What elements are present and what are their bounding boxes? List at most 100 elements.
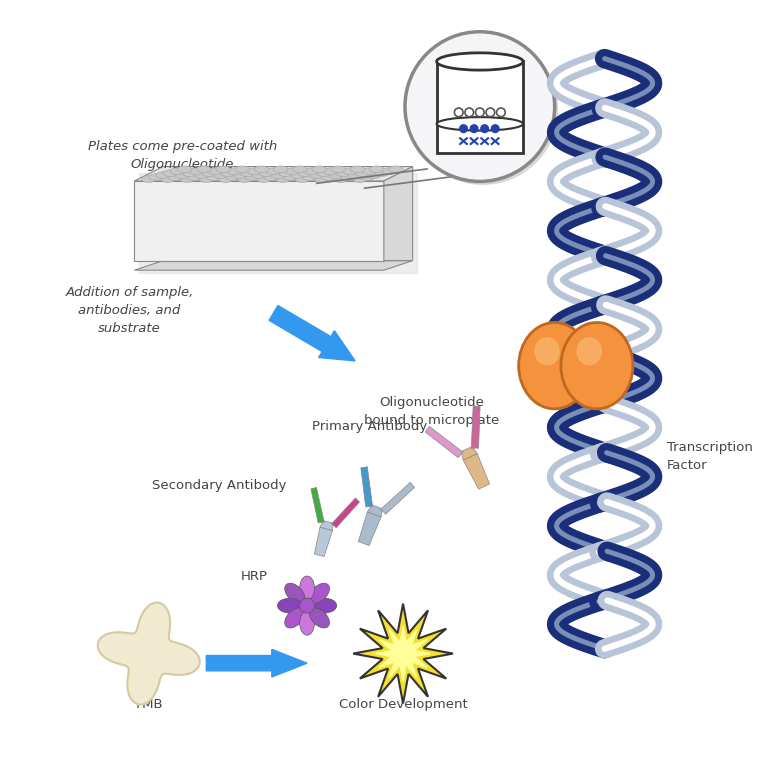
Ellipse shape <box>322 173 336 180</box>
Circle shape <box>455 108 463 117</box>
Ellipse shape <box>141 176 156 183</box>
Circle shape <box>408 34 558 184</box>
Ellipse shape <box>170 168 185 175</box>
Ellipse shape <box>206 173 221 180</box>
Ellipse shape <box>297 170 312 176</box>
Ellipse shape <box>180 176 194 183</box>
Ellipse shape <box>437 117 523 131</box>
Ellipse shape <box>370 166 384 173</box>
Ellipse shape <box>199 176 213 183</box>
Ellipse shape <box>254 166 269 173</box>
Ellipse shape <box>252 172 267 179</box>
Ellipse shape <box>309 583 329 604</box>
Circle shape <box>475 108 484 117</box>
Ellipse shape <box>225 173 240 180</box>
Ellipse shape <box>333 176 348 183</box>
Ellipse shape <box>362 168 377 175</box>
Circle shape <box>465 108 474 117</box>
Ellipse shape <box>348 172 362 179</box>
Ellipse shape <box>175 172 189 179</box>
Text: Primary Antibody: Primary Antibody <box>312 419 427 432</box>
Ellipse shape <box>309 608 329 628</box>
Ellipse shape <box>299 611 315 635</box>
Circle shape <box>486 108 495 117</box>
Ellipse shape <box>187 173 202 180</box>
Text: HRP: HRP <box>241 570 268 583</box>
Polygon shape <box>206 649 307 677</box>
Ellipse shape <box>285 608 305 628</box>
Text: Color Development: Color Development <box>338 698 468 711</box>
Ellipse shape <box>360 173 374 180</box>
Text: Addition of sample,
antibodies, and
substrate: Addition of sample, antibodies, and subs… <box>66 286 194 335</box>
Polygon shape <box>353 604 453 704</box>
Ellipse shape <box>295 176 309 183</box>
Polygon shape <box>134 261 413 270</box>
Ellipse shape <box>353 176 367 183</box>
Ellipse shape <box>149 173 163 180</box>
Ellipse shape <box>374 170 389 176</box>
Ellipse shape <box>336 170 350 176</box>
Polygon shape <box>332 498 360 528</box>
Ellipse shape <box>312 598 337 613</box>
Ellipse shape <box>259 170 274 176</box>
Polygon shape <box>384 167 413 261</box>
Circle shape <box>497 108 505 117</box>
Ellipse shape <box>257 176 271 183</box>
Ellipse shape <box>535 338 559 364</box>
Ellipse shape <box>389 166 403 173</box>
Ellipse shape <box>561 322 633 409</box>
Ellipse shape <box>578 338 601 364</box>
Ellipse shape <box>277 598 302 613</box>
Ellipse shape <box>183 170 196 176</box>
Ellipse shape <box>163 170 177 176</box>
Text: Transcription
Factor: Transcription Factor <box>667 442 753 472</box>
Circle shape <box>470 125 478 132</box>
Polygon shape <box>376 626 430 681</box>
Polygon shape <box>426 426 464 458</box>
Ellipse shape <box>156 172 170 179</box>
Bar <box>437 61 523 153</box>
Polygon shape <box>463 454 490 489</box>
Ellipse shape <box>437 53 523 70</box>
Ellipse shape <box>299 576 315 601</box>
Ellipse shape <box>235 166 250 173</box>
Ellipse shape <box>244 173 259 180</box>
Ellipse shape <box>331 166 345 173</box>
Ellipse shape <box>519 322 591 409</box>
Ellipse shape <box>168 173 183 180</box>
Ellipse shape <box>276 176 290 183</box>
Ellipse shape <box>213 172 228 179</box>
Ellipse shape <box>290 172 305 179</box>
Ellipse shape <box>247 168 261 175</box>
Polygon shape <box>314 527 332 556</box>
Ellipse shape <box>267 168 280 175</box>
Ellipse shape <box>264 173 278 180</box>
Ellipse shape <box>314 176 329 183</box>
Polygon shape <box>380 482 415 514</box>
Circle shape <box>405 32 555 181</box>
Circle shape <box>491 125 499 132</box>
Circle shape <box>299 598 315 613</box>
Text: Plates come pre-coated with
Oligonucleotide: Plates come pre-coated with Oligonucleot… <box>88 140 277 171</box>
Polygon shape <box>461 446 478 460</box>
Ellipse shape <box>189 168 204 175</box>
Ellipse shape <box>238 176 252 183</box>
Ellipse shape <box>160 176 175 183</box>
Polygon shape <box>358 512 381 545</box>
Ellipse shape <box>312 166 326 173</box>
Ellipse shape <box>343 168 358 175</box>
Ellipse shape <box>293 166 307 173</box>
Polygon shape <box>139 173 417 273</box>
Ellipse shape <box>341 173 355 180</box>
Polygon shape <box>134 167 413 181</box>
Circle shape <box>460 125 468 132</box>
Ellipse shape <box>309 172 324 179</box>
Text: Secondary Antibody: Secondary Antibody <box>151 479 286 492</box>
Ellipse shape <box>274 166 288 173</box>
Ellipse shape <box>305 168 319 175</box>
Polygon shape <box>361 467 373 507</box>
Circle shape <box>481 125 488 132</box>
Ellipse shape <box>177 166 192 173</box>
Ellipse shape <box>196 166 211 173</box>
Ellipse shape <box>324 168 338 175</box>
